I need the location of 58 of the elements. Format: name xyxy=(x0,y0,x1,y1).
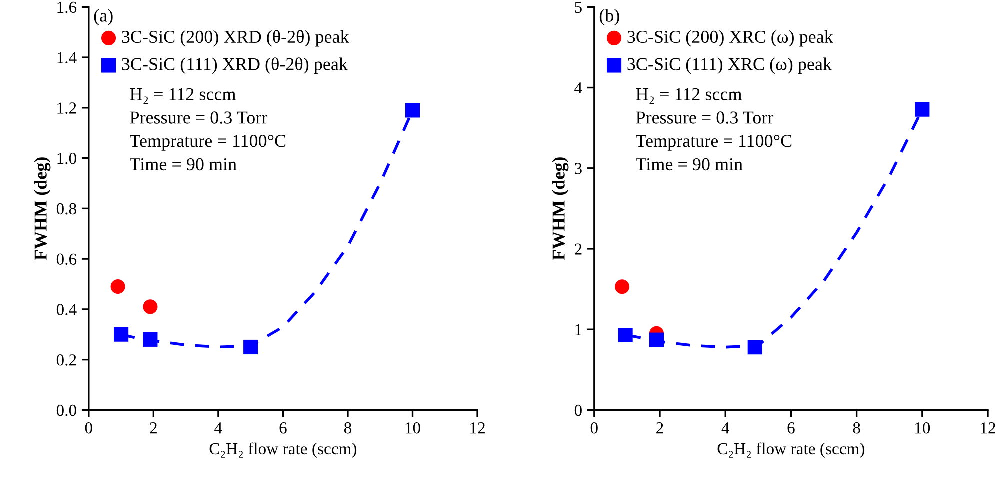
point xyxy=(748,340,762,355)
y-tick-label: 5 xyxy=(575,2,582,14)
y-axis-title: FWHM (deg) xyxy=(34,158,51,260)
y-tick-label: 0.8 xyxy=(56,203,76,215)
y-tick-label: 0 xyxy=(574,404,582,416)
y-tick-label: 2 xyxy=(575,244,582,255)
annotation: Pressure = 0.3 Torr xyxy=(636,112,774,124)
annotation: (a) xyxy=(94,9,113,26)
y-tick-label: 0.0 xyxy=(56,404,76,416)
x-tick-label: 6 xyxy=(788,422,795,434)
x-tick-label: 0 xyxy=(85,422,92,434)
point xyxy=(405,103,420,118)
y-axis-title: FWHM (deg) xyxy=(552,158,569,260)
point xyxy=(615,280,630,294)
x-tick-label: 6 xyxy=(280,422,287,434)
y-tick-label: 0.2 xyxy=(56,354,76,366)
x-axis-title: C₂H₂ flow rate (sccm) xyxy=(210,442,357,458)
point xyxy=(143,300,158,314)
annotation: (b) xyxy=(600,9,620,26)
legend-label: 3C-SiC (200) XRC (ω) peak xyxy=(628,30,834,47)
legend-label: 3C-SiC (111) XRC (ω) peak xyxy=(628,58,832,74)
x-tick-label: 12 xyxy=(470,422,485,434)
y-tick-label: 1.4 xyxy=(58,52,77,64)
point xyxy=(649,332,664,348)
x-tick-label: 2 xyxy=(150,422,157,434)
legend-label: 3C-SiC (200) XRD (θ-2θ) peak xyxy=(122,30,350,47)
point xyxy=(110,280,126,294)
legend-label: 3C-SiC (111) XRD (θ-2θ) peak xyxy=(122,58,348,74)
x-axis-title: C₂H₂ flow rate (sccm) xyxy=(718,442,865,458)
point xyxy=(244,340,258,355)
annotation: Time = 90 min xyxy=(636,158,743,171)
y-tick-label: 1.2 xyxy=(58,102,76,114)
y-tick-label: 1.6 xyxy=(58,2,77,14)
y-tick-label: 0.4 xyxy=(56,304,77,316)
annotation: Time = 90 min xyxy=(130,158,237,171)
x-tick-label: 4 xyxy=(722,422,730,434)
x-tick-label: 12 xyxy=(981,422,996,434)
annotation: H₂ = 112 sccm xyxy=(636,88,742,104)
point xyxy=(143,332,158,347)
annotation: Temprature = 1100°C xyxy=(636,135,792,151)
point xyxy=(618,328,633,343)
y-tick-label: 3 xyxy=(575,163,582,174)
y-tick-label: 0.6 xyxy=(56,254,77,266)
x-tick-label: 4 xyxy=(214,422,222,434)
annotation: Temprature = 1100°C xyxy=(130,135,286,151)
x-tick-label: 8 xyxy=(344,422,352,434)
y-tick-label: 1 xyxy=(576,324,582,336)
y-tick-label: 4 xyxy=(574,82,582,94)
x-tick-label: 10 xyxy=(406,422,420,434)
x-tick-label: 10 xyxy=(916,422,930,434)
x-tick-label: 0 xyxy=(590,422,598,434)
x-tick-label: 2 xyxy=(656,422,664,434)
point xyxy=(915,102,930,117)
annotation: H₂ = 112 sccm xyxy=(130,88,236,104)
point xyxy=(114,327,129,342)
x-tick-label: 8 xyxy=(853,422,860,434)
y-tick-label: 1.0 xyxy=(58,153,76,164)
annotation: Pressure = 0.3 Torr xyxy=(130,112,268,124)
